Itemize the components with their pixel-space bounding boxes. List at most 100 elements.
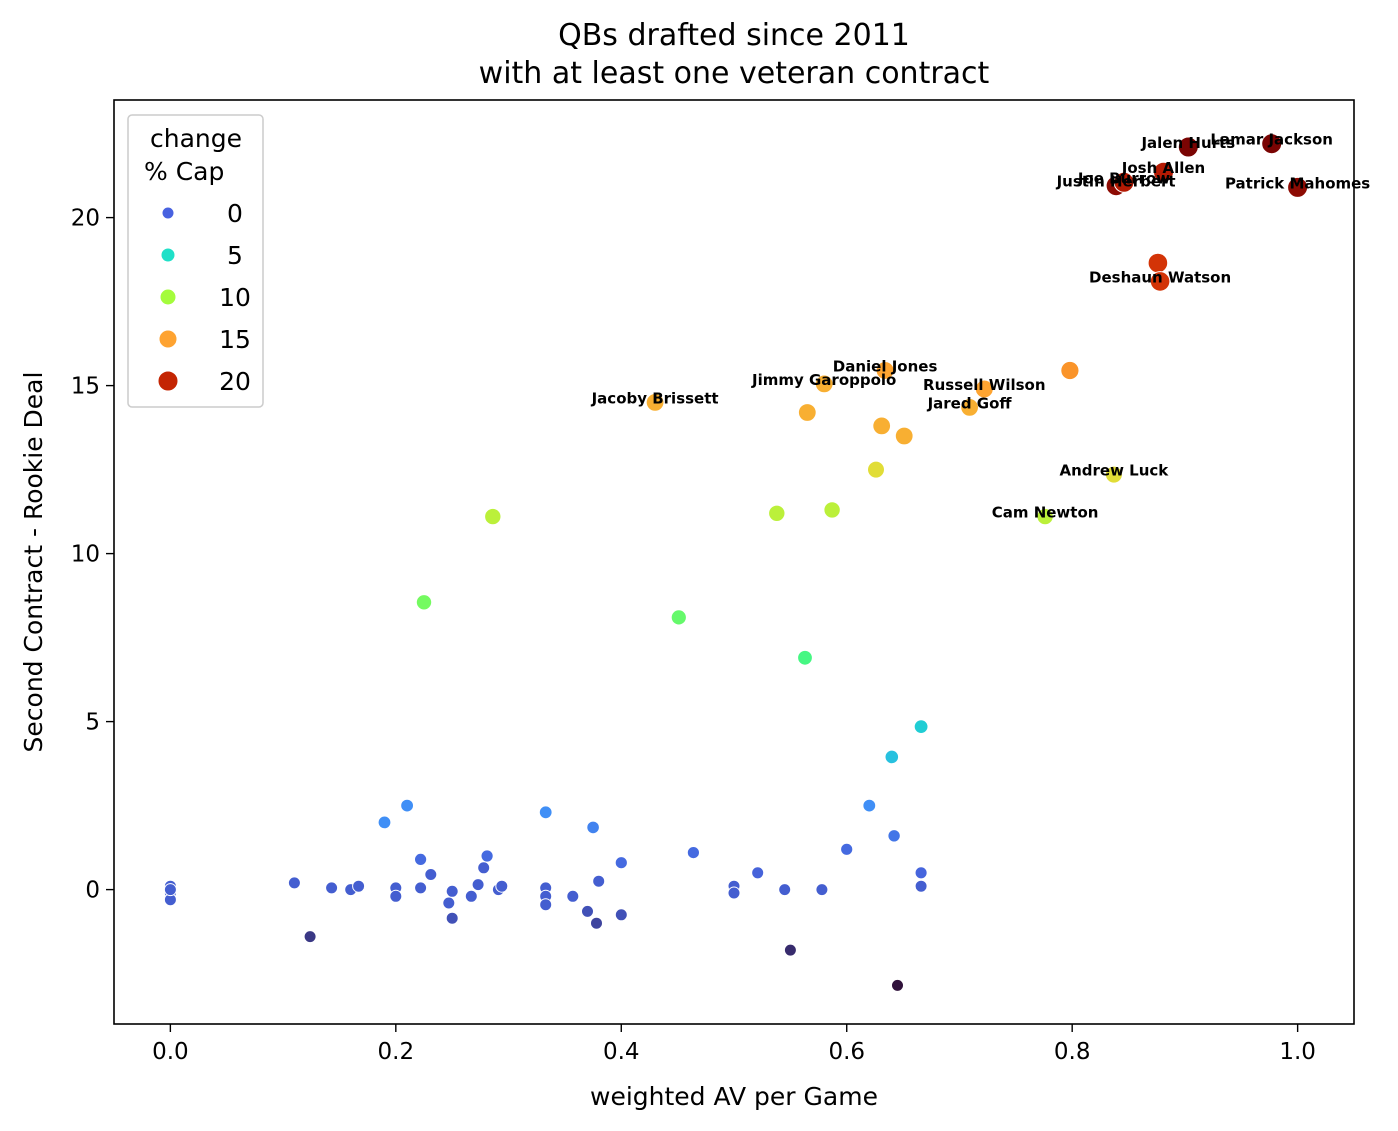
- data-point: [377, 815, 392, 830]
- data-point: [352, 879, 366, 893]
- data-point: [586, 820, 600, 835]
- x-tick-label: 0.6: [828, 1039, 865, 1065]
- data-point: [325, 881, 339, 895]
- point-label: Daniel Jones: [833, 358, 938, 376]
- legend-entries: 0 5 10 15 20: [157, 199, 251, 396]
- data-point: [1036, 507, 1054, 526]
- x-tick-label: 0.4: [603, 1039, 640, 1065]
- data-point: [581, 904, 594, 918]
- chart-title: QBs drafted since 2011: [558, 18, 910, 53]
- data-point: [1177, 136, 1199, 158]
- data-point: [862, 798, 877, 813]
- data-point: [287, 876, 301, 890]
- data-point: [471, 878, 485, 892]
- data-point: [914, 879, 928, 893]
- legend-marker: [157, 370, 179, 392]
- point-label: Justin Herbert: [1056, 173, 1176, 191]
- point-label: Jacoby Brissett: [591, 389, 719, 407]
- data-point: [645, 393, 665, 412]
- y-tick-label: 5: [85, 710, 100, 736]
- data-point: [163, 883, 177, 897]
- data-point: [477, 861, 491, 875]
- legend-title-line2: % Cap: [144, 157, 224, 186]
- data-point: [1261, 133, 1283, 155]
- plot-frame: [113, 99, 1355, 1025]
- x-axis-label: weighted AV per Game: [590, 1082, 878, 1111]
- chart-subtitle: with at least one veteran contract: [479, 56, 990, 91]
- data-point: [303, 930, 317, 944]
- data-point: [614, 908, 628, 922]
- legend-title-line1: change: [150, 124, 242, 153]
- legend-marker: [158, 329, 178, 349]
- data-point: [400, 798, 415, 813]
- data-point: [875, 361, 895, 380]
- data-point: [538, 805, 553, 820]
- x-tick-label: 0.0: [152, 1039, 189, 1065]
- legend: change % Cap 0 5 10 15 20: [127, 114, 264, 408]
- legend-label: 20: [219, 367, 251, 396]
- data-point: [389, 889, 403, 903]
- data-point: [445, 884, 459, 898]
- x-tick-label: 0.8: [1054, 1039, 1091, 1065]
- data-point: [614, 856, 628, 870]
- data-point: [1104, 465, 1123, 484]
- data-point: [867, 460, 885, 479]
- data-point: [887, 829, 901, 843]
- data-point: [751, 866, 765, 880]
- data-point: [960, 398, 979, 417]
- data-point: [495, 879, 509, 893]
- data-point: [464, 889, 478, 903]
- data-point: [797, 649, 813, 666]
- data-point: [480, 849, 494, 863]
- data-point: [1287, 176, 1309, 198]
- data-point: [424, 868, 438, 881]
- legend-marker: [159, 288, 177, 306]
- y-tick-label: 15: [71, 374, 100, 400]
- data-point: [592, 874, 606, 888]
- point-label: Lamar Jackson: [1210, 131, 1333, 149]
- data-point: [914, 866, 928, 880]
- data-point: [815, 883, 829, 897]
- point-label: Jalen Hurts: [1140, 134, 1235, 152]
- data-point: [768, 504, 786, 522]
- data-point: [1149, 271, 1171, 292]
- data-point: [590, 916, 603, 930]
- data-point: [894, 426, 914, 446]
- data-point: [891, 978, 904, 992]
- y-axis-label: Second Contract - Rookie Deal: [19, 372, 48, 753]
- scatter-points: [163, 133, 1309, 992]
- y-tick-label: 0: [85, 878, 100, 904]
- point-label: Russell Wilson: [923, 376, 1046, 394]
- legend-label: 10: [219, 283, 251, 312]
- data-point: [686, 846, 701, 860]
- data-point: [1153, 161, 1174, 183]
- data-point: [797, 403, 817, 422]
- legend-label: 5: [227, 241, 243, 270]
- data-point: [814, 374, 834, 394]
- point-label: Jimmy Garoppolo: [751, 371, 896, 389]
- data-point: [974, 379, 994, 399]
- y-tick-label: 20: [71, 206, 100, 232]
- point-label: Jared Goff: [927, 394, 1013, 412]
- legend-marker: [160, 247, 176, 263]
- data-point: [778, 883, 792, 897]
- data-point: [783, 943, 797, 957]
- point-label: Josh Allen: [1121, 159, 1205, 177]
- y-tick-label: 10: [71, 542, 100, 568]
- x-tick-label: 1.0: [1279, 1039, 1316, 1065]
- data-point: [1113, 171, 1135, 193]
- point-label: Deshaun Watson: [1089, 268, 1231, 286]
- data-point: [727, 886, 741, 900]
- data-point: [484, 507, 502, 526]
- data-point: [823, 501, 841, 519]
- point-label: Andrew Luck: [1060, 462, 1170, 480]
- point-label: Patrick Mahomes: [1225, 174, 1370, 192]
- data-point: [415, 594, 433, 611]
- data-point: [913, 719, 929, 734]
- legend-label: 0: [227, 199, 243, 228]
- data-point: [840, 842, 854, 856]
- data-point: [442, 896, 456, 910]
- x-tick-label: 0.2: [378, 1039, 415, 1065]
